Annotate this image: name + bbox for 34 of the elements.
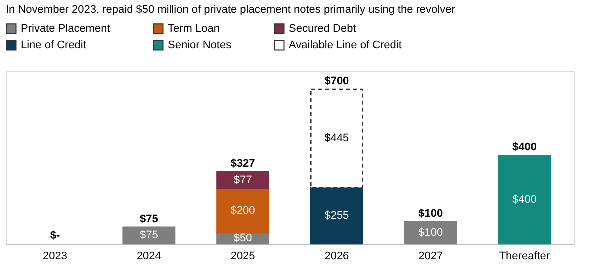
legend-label: Line of Credit bbox=[21, 40, 86, 52]
bar bbox=[498, 155, 552, 245]
total-label: $75 bbox=[140, 213, 158, 226]
text: $- bbox=[50, 230, 60, 242]
data-label: $100 bbox=[418, 226, 444, 239]
total-label: $700 bbox=[324, 76, 350, 88]
legend-label: Term Loan bbox=[168, 22, 220, 35]
total-label: $400 bbox=[512, 142, 537, 154]
x-tick-label: 2023 bbox=[43, 250, 68, 262]
legend-label: Secured Debt bbox=[289, 22, 356, 35]
total-label: $327 bbox=[230, 158, 256, 170]
legend-label: Available Line of Credit bbox=[289, 40, 402, 52]
bar bbox=[310, 187, 364, 245]
x-tick-label: 2025 bbox=[230, 250, 256, 262]
bar bbox=[216, 171, 270, 190]
data-label: $255 bbox=[324, 210, 350, 222]
data-label: $50 bbox=[234, 232, 252, 244]
bar bbox=[310, 88, 364, 188]
x-tick-label: 2024 bbox=[136, 250, 162, 262]
x-tick-label: Thereafter bbox=[499, 250, 550, 262]
total-label: $100 bbox=[418, 208, 444, 220]
x-tick-label: 2027 bbox=[418, 250, 444, 262]
text: In November 2023, repaid $50 million of private placement notes primarily using the revolver bbox=[6, 4, 456, 16]
data-label: $200 bbox=[230, 204, 256, 217]
data-label: $75 bbox=[140, 230, 158, 242]
data-label: $77 bbox=[234, 174, 252, 186]
data-label: $445 bbox=[324, 132, 350, 145]
bar bbox=[216, 188, 270, 234]
data-label: $400 bbox=[512, 194, 537, 206]
x-tick-label: 2026 bbox=[324, 250, 350, 262]
legend-label: Private Placement bbox=[21, 22, 110, 35]
bar bbox=[122, 226, 176, 245]
bar bbox=[404, 221, 458, 245]
legend-label: Senior Notes bbox=[168, 40, 232, 52]
